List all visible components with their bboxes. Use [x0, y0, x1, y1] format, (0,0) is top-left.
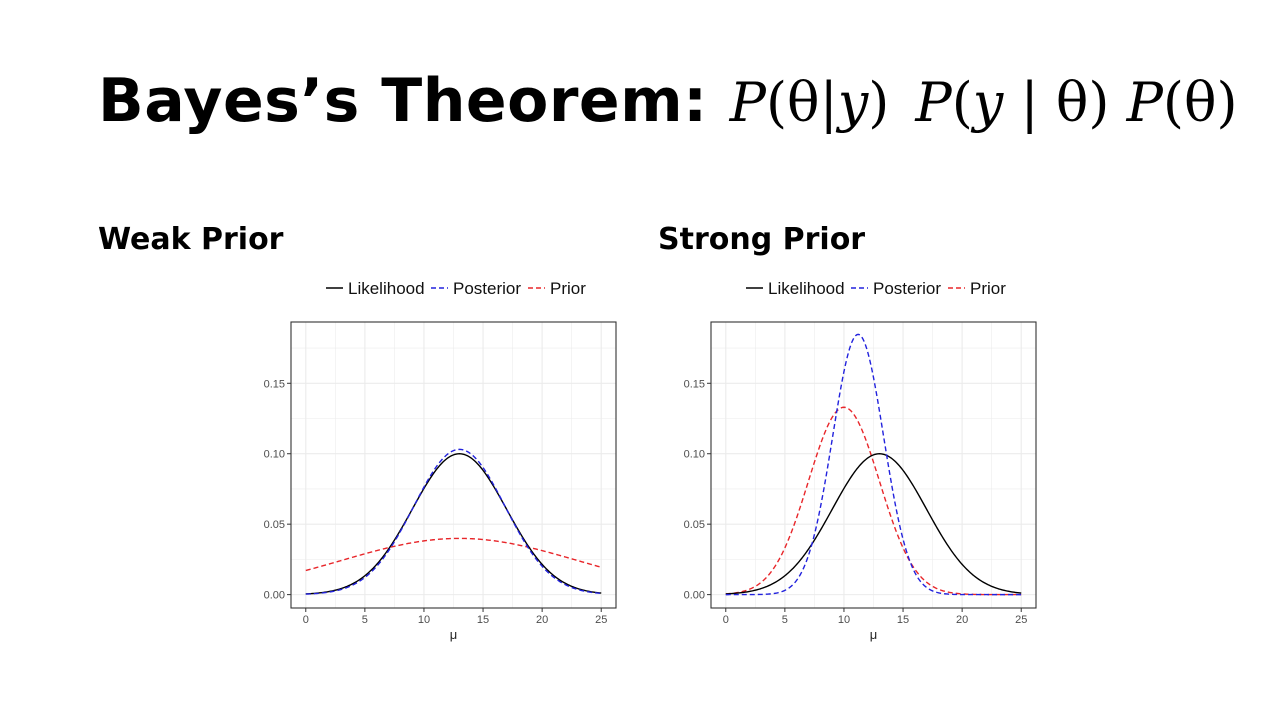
y-tick-label: 0.10: [684, 449, 705, 461]
formula-open: (: [951, 71, 973, 134]
formula-p-posterior: P: [729, 71, 766, 134]
formula-y: y: [837, 71, 869, 134]
legend-label-prior: Prior: [550, 279, 586, 298]
series-line-prior: [305, 537, 602, 572]
x-axis-label: μ: [870, 627, 878, 642]
legend-item-prior: Prior: [948, 279, 1006, 298]
formula-close: ): [868, 71, 890, 134]
formula-p-likelihood: P: [915, 71, 952, 134]
formula-y-likelihood: y: [972, 71, 1004, 134]
formula-theta-given: (θ|: [765, 71, 838, 134]
legend-item-posterior: Posterior: [431, 279, 521, 298]
y-tick-label: 0.10: [264, 449, 285, 461]
y-tick-label: 0.15: [264, 378, 285, 390]
slide-title-text: Bayes’s Theorem:: [98, 66, 708, 136]
bayes-formula: P(θ|y) P(y | θ) P(θ): [730, 71, 1238, 134]
plot-border: [710, 321, 1037, 609]
y-tick-label: 0.05: [264, 519, 285, 531]
x-tick-label: 20: [536, 614, 548, 626]
strong-prior-title: Strong Prior: [658, 222, 866, 257]
legend-label-likelihood: Likelihood: [348, 279, 425, 298]
y-tick-label: 0.15: [684, 378, 705, 390]
x-tick-label: 10: [838, 614, 850, 626]
x-tick-label: 0: [723, 614, 729, 626]
x-tick-label: 20: [956, 614, 968, 626]
x-tick-label: 5: [782, 614, 788, 626]
x-axis-label: μ: [450, 627, 458, 642]
legend-item-posterior: Posterior: [851, 279, 941, 298]
series-line-likelihood: [305, 453, 602, 595]
weak-prior-chart: Likelihood Posterior Prior 0 5 10 15 20 25 0.00 0.…: [264, 279, 617, 642]
y-tick-label: 0.00: [684, 590, 705, 602]
x-tick-label: 5: [362, 614, 368, 626]
legend-label-likelihood: Likelihood: [768, 279, 845, 298]
weak-prior-title: Weak Prior: [98, 222, 284, 257]
x-tick-label: 25: [1015, 614, 1027, 626]
series-line-posterior: [725, 333, 1022, 596]
x-tick-label: 25: [595, 614, 607, 626]
formula-p-prior: P: [1126, 71, 1163, 134]
plot-border: [290, 321, 617, 609]
legend-label-prior: Prior: [970, 279, 1006, 298]
grid: [711, 322, 1036, 608]
x-tick-label: 0: [303, 614, 309, 626]
slide-title: Bayes’s Theorem: P(θ|y) P(y | θ) P(θ): [98, 66, 1238, 136]
legend-label-posterior: Posterior: [453, 279, 521, 298]
series-line-likelihood: [725, 453, 1022, 595]
x-tick-label: 15: [897, 614, 909, 626]
y-tick-label: 0.00: [264, 590, 285, 602]
formula-given-theta: | θ): [1003, 71, 1110, 134]
legend-item-likelihood: Likelihood: [326, 279, 425, 298]
x-tick-label: 15: [477, 614, 489, 626]
series-line-posterior: [305, 448, 602, 595]
x-tick-label: 10: [418, 614, 430, 626]
y-tick-label: 0.05: [684, 519, 705, 531]
strong-prior-chart: Likelihood Posterior Prior 0 5 10 15 20 25 0.00 0.…: [684, 279, 1037, 642]
legend-item-likelihood: Likelihood: [746, 279, 845, 298]
legend-label-posterior: Posterior: [873, 279, 941, 298]
formula-theta: (θ): [1162, 71, 1238, 134]
legend-item-prior: Prior: [528, 279, 586, 298]
